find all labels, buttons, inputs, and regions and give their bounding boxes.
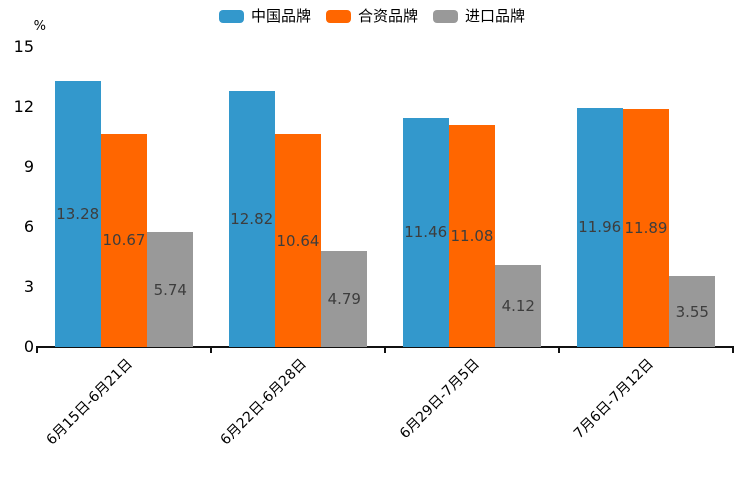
bar — [448, 125, 496, 347]
y-tick-label: 0 — [23, 337, 34, 356]
bar-value-label: 4.79 — [327, 290, 361, 309]
legend-label: 中国品牌 — [250, 7, 311, 25]
bar — [669, 276, 716, 347]
x-axis-tick — [558, 348, 560, 353]
bar-value-label: 10.64 — [276, 231, 320, 250]
bar — [495, 264, 542, 347]
bar — [321, 251, 368, 347]
bar-value-label: 11.96 — [578, 218, 622, 237]
y-axis-unit-label: % — [33, 19, 46, 34]
x-axis-tick — [732, 348, 734, 353]
bar — [576, 107, 623, 347]
x-axis-tick — [210, 348, 212, 353]
bar-value-label: 10.67 — [102, 231, 146, 250]
legend-swatch-icon — [433, 10, 458, 23]
x-axis-line — [36, 346, 734, 348]
legend-item-2: 进口品牌 — [433, 8, 525, 25]
x-axis-tick — [36, 348, 38, 353]
legend-label: 合资品牌 — [357, 7, 418, 25]
x-axis-tick — [384, 348, 386, 353]
chart-legend: 中国品牌 合资品牌 进口品牌 — [0, 8, 744, 25]
x-category-label: 6月15日-6月21日 — [43, 356, 136, 449]
bar — [274, 134, 322, 347]
bar-value-label: 11.89 — [624, 219, 668, 238]
x-category-label: 6月22日-6月28日 — [217, 356, 310, 449]
bar-value-label: 13.28 — [56, 205, 100, 224]
legend-swatch-icon — [325, 10, 351, 23]
y-tick-label: 9 — [23, 157, 34, 176]
legend-swatch-icon — [218, 10, 244, 23]
legend-label: 进口品牌 — [465, 7, 526, 25]
y-tick-label: 15 — [13, 37, 34, 56]
bar — [54, 81, 101, 347]
bar-value-label: 11.08 — [450, 227, 494, 246]
bar — [228, 90, 275, 347]
legend-item-1: 合资品牌 — [325, 7, 418, 25]
bar-value-label: 5.74 — [153, 280, 187, 299]
bar — [147, 232, 194, 347]
bar-value-label: 12.82 — [230, 209, 274, 228]
legend-item-0: 中国品牌 — [218, 7, 311, 25]
x-category-label: 6月29日-7月5日 — [397, 356, 484, 442]
bar — [100, 133, 148, 347]
y-tick-label: 3 — [23, 277, 34, 296]
y-tick-label: 6 — [23, 217, 34, 236]
x-category-label: 7月6日-7月12日 — [571, 356, 658, 442]
y-tick-label: 12 — [13, 97, 34, 116]
bar-value-label: 11.46 — [404, 223, 448, 242]
bar — [622, 109, 670, 347]
bar-value-label: 3.55 — [675, 302, 709, 321]
bar-value-label: 4.12 — [501, 296, 535, 315]
bar — [402, 117, 449, 347]
